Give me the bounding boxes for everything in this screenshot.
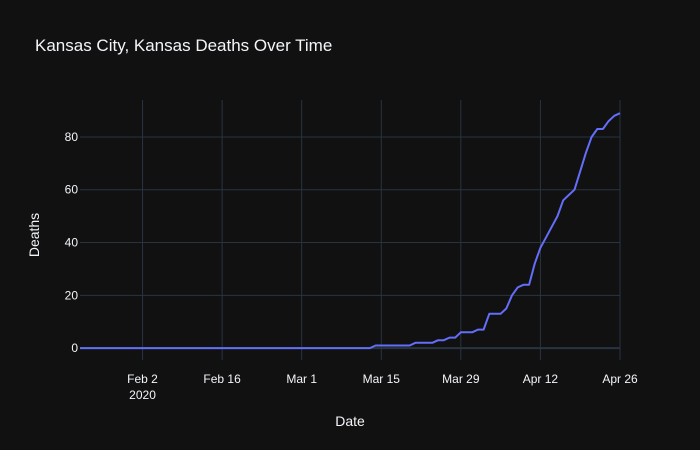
x-tick-label: Mar 29	[442, 372, 480, 386]
x-axis-title: Date	[335, 413, 365, 429]
x-tick-label: Mar 15	[363, 372, 401, 386]
chart-title: Kansas City, Kansas Deaths Over Time	[35, 36, 332, 55]
y-tick-label: 40	[65, 236, 79, 250]
y-tick-label: 20	[65, 288, 79, 302]
x-axis-tick-labels: Feb 2 2020 Feb 16 Mar 1 Mar 15 Mar 29 Apr 12 Ap…	[127, 372, 638, 402]
x-tick-label: Mar 1	[286, 372, 317, 386]
y-tick-label: 80	[65, 130, 79, 144]
y-tick-label: 0	[71, 341, 78, 355]
series-line-deaths	[80, 112, 621, 350]
x-tick-sublabel: 2020	[129, 388, 156, 402]
y-axis-tick-labels: 0 20 40 60 80	[65, 130, 79, 355]
grid-lines	[80, 100, 621, 360]
y-axis-title: Deaths	[26, 213, 42, 257]
y-tick-label: 60	[65, 183, 79, 197]
x-tick-label: Feb 2	[127, 372, 158, 386]
x-tick-label: Apr 12	[523, 372, 559, 386]
x-tick-label: Apr 26	[602, 372, 638, 386]
x-tick-label: Feb 16	[203, 372, 241, 386]
